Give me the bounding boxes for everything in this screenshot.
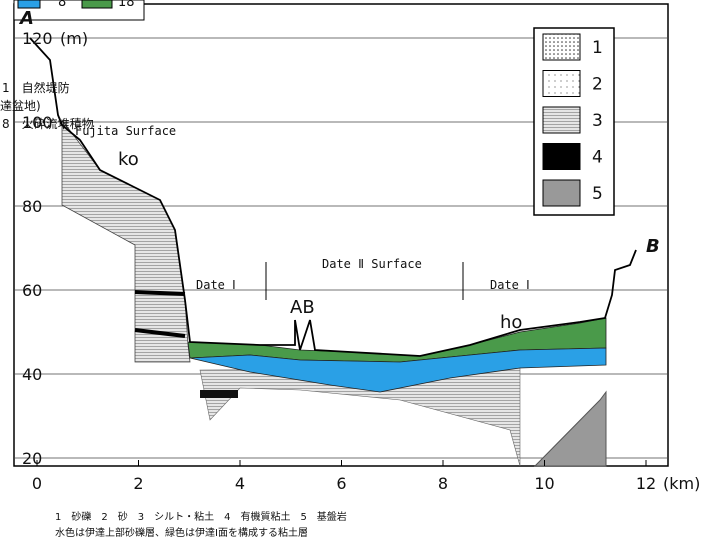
x-tick-label: 8 [438,474,448,493]
swatch [82,0,112,8]
top-legend-label: 18 [118,0,135,10]
caption: 水色は伊達上部砂礫層、緑色は伊達Ⅰ面を構成する粘土層 [55,526,308,539]
y-tick-label: 100 [22,113,53,132]
legend-swatch [543,107,580,133]
x-tick-label: 0 [32,474,42,493]
x-tick-label: 12 [636,474,656,493]
annotation: ko [118,149,139,170]
top-legend-label: 8 [58,0,66,10]
organic-clay [200,390,238,398]
organic-clay-line [135,292,185,294]
note: 1 自然堤防 [2,80,70,95]
legend-label: 4 [592,148,603,168]
end-label: A [18,8,34,29]
legend-label: 3 [592,111,603,131]
cross-section: 8 18 A B 1 自然堤防 達盆地) 8 火砕流堆積物 Fujita Sur… [0,0,708,541]
legend-swatch [543,34,580,60]
y-tick-label: 80 [22,197,42,216]
x-tick-label: 4 [235,474,245,493]
note: 達盆地) [0,99,41,113]
swatch [18,0,40,8]
y-tick-label: 20 [22,449,42,468]
x-tick-label: 10 [534,474,554,493]
annotation: AB [290,297,315,318]
x-tick-label: 2 [133,474,143,493]
annotation: Fujita Surface [75,124,176,138]
legend-swatch [543,180,580,206]
y-tick-label: 60 [22,281,42,300]
legend-label: 2 [592,75,603,95]
y-tick-label: 40 [22,365,42,384]
x-tick-label: 6 [336,474,346,493]
annotation: ho [500,312,522,333]
y-tick-label: 120 [22,29,53,48]
legend-label: 5 [592,184,603,204]
legend-label: 1 [592,38,603,58]
end-label: B [646,236,660,257]
x-unit: (km) [663,474,700,493]
annotation: Date Ⅰ [196,278,236,292]
annotation: Date Ⅰ [490,278,530,292]
legend-swatch [543,144,580,170]
y-unit: (m) [60,29,88,48]
legend-swatch [543,71,580,97]
annotation: Date Ⅱ Surface [322,257,422,271]
caption: 1 砂礫 2 砂 3 シルト・粘土 4 有機質粘土 5 基盤岩 [55,510,347,523]
